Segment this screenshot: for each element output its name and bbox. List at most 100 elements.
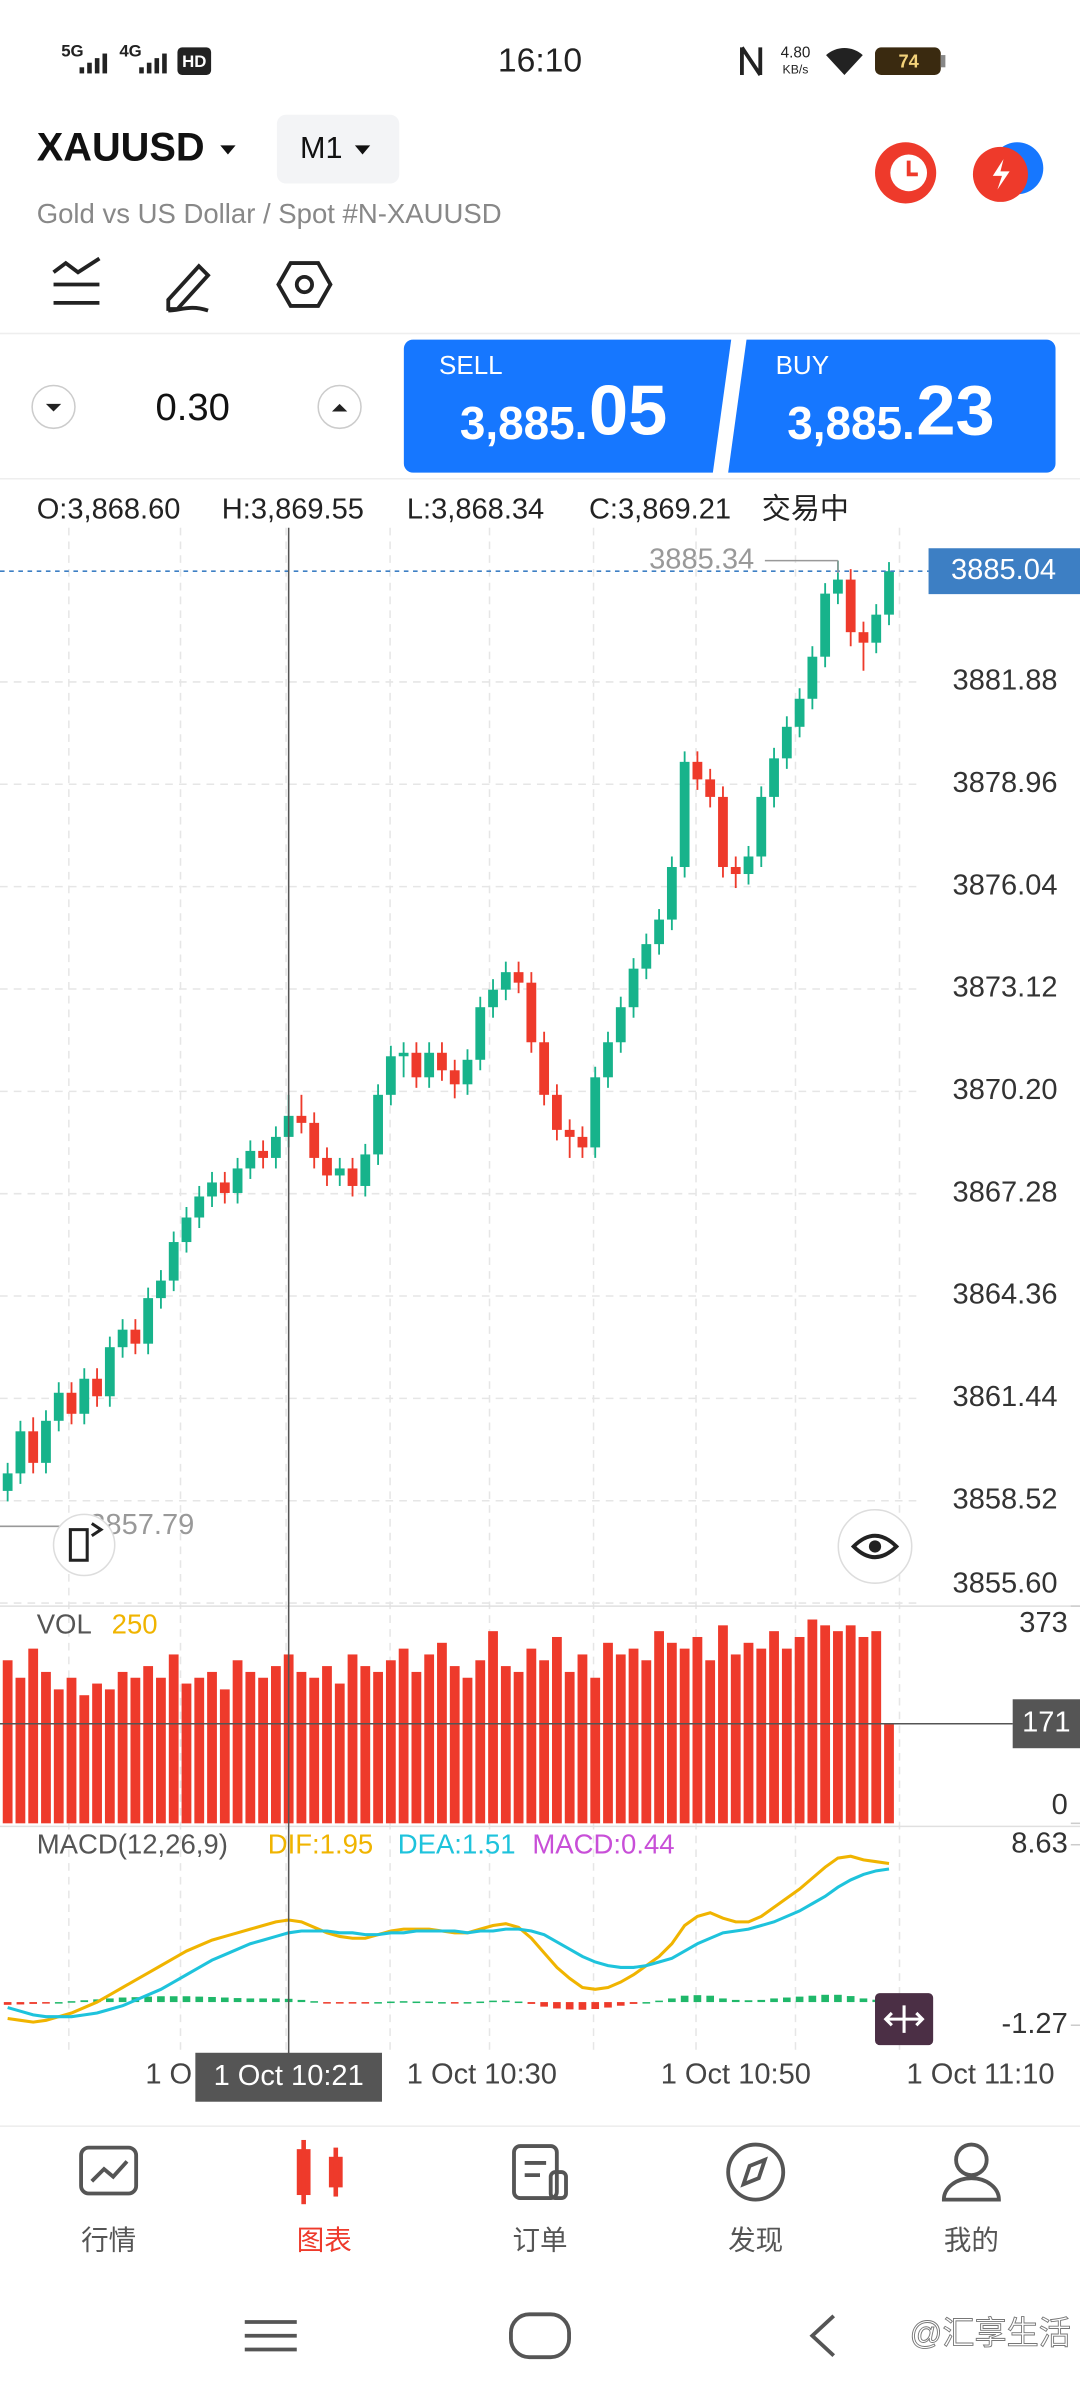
volume-tick-label: 0 xyxy=(1052,1789,1068,1821)
macd-histogram-bar xyxy=(655,2000,663,2003)
volume-bar xyxy=(181,1683,192,1824)
candle-body xyxy=(539,1042,550,1095)
symbol[interactable]: XAUUSD xyxy=(37,125,205,169)
candle-body xyxy=(526,982,537,1043)
macd-histogram-bar xyxy=(3,2002,12,2005)
volume-bar xyxy=(692,1636,703,1824)
volume-bar xyxy=(807,1619,818,1824)
macd-histogram-bar xyxy=(450,2002,459,2004)
volume-bar xyxy=(385,1660,396,1824)
macd-histogram-bar xyxy=(272,1998,280,2003)
nav-label[interactable]: 行情 xyxy=(81,2225,136,2256)
volume-bar xyxy=(628,1648,639,1824)
buy-price-big: 23 xyxy=(916,371,994,450)
candle-body xyxy=(628,968,639,1008)
volume-bar xyxy=(705,1660,716,1824)
settings-tool[interactable] xyxy=(276,261,333,308)
candle-body xyxy=(2,1473,13,1491)
volume-bar xyxy=(539,1660,550,1824)
volume-bar xyxy=(207,1671,217,1824)
nav-label[interactable]: 我的 xyxy=(944,2225,999,2256)
y-tick-label: 3864.36 xyxy=(953,1279,1058,1311)
candle-body xyxy=(564,1129,575,1137)
macd-histogram-bar xyxy=(795,1996,804,2003)
volume-bar xyxy=(322,1666,332,1824)
volume-bar xyxy=(219,1689,230,1824)
volume-bar xyxy=(92,1683,102,1824)
trade-volume[interactable]: 0.30 xyxy=(156,386,230,429)
rotate-button[interactable] xyxy=(52,1513,116,1577)
signal-button[interactable] xyxy=(972,142,1044,202)
candle-body xyxy=(347,1168,358,1186)
macd-histogram-bar xyxy=(489,2000,497,2003)
candle-body xyxy=(66,1392,77,1414)
volume-bar xyxy=(398,1648,409,1824)
nav-icon xyxy=(726,2142,786,2202)
volume-bar xyxy=(143,1666,154,1824)
macd-histogram-bar xyxy=(144,1996,152,2003)
nav-label[interactable]: 图表 xyxy=(297,2225,352,2256)
back-key[interactable] xyxy=(809,2314,836,2358)
volume-bar xyxy=(334,1683,345,1824)
menu-key[interactable] xyxy=(244,2320,297,2352)
x-tick-label: 1 Oct 10:30 xyxy=(407,2058,557,2090)
macd-histogram-bar xyxy=(297,1999,306,2003)
draw-tool[interactable] xyxy=(166,263,211,313)
ohlc-low: L:3,868.34 xyxy=(407,494,544,526)
candle-body xyxy=(117,1329,128,1348)
candle-body xyxy=(794,698,805,727)
chart: 3855.60 3858.52 3861.44 3864.36 3867.28 3870.… xyxy=(0,527,1080,2102)
volume-bar xyxy=(347,1654,358,1824)
nav-label[interactable]: 发现 xyxy=(728,2225,783,2256)
sell-button[interactable] xyxy=(403,339,732,473)
macd-histogram-bar xyxy=(157,1996,165,2003)
volume-bar xyxy=(462,1677,473,1824)
crosshair-time-badge xyxy=(195,2052,382,2102)
macd-histogram-bar xyxy=(29,2002,38,2004)
volume-bar xyxy=(730,1654,741,1824)
timeframe-button[interactable] xyxy=(276,114,400,184)
candle-body xyxy=(219,1182,230,1193)
candle-body xyxy=(871,614,882,643)
sell-price-big: 05 xyxy=(589,371,667,450)
home-key[interactable] xyxy=(509,2312,571,2360)
x-tick-label: 1 O xyxy=(145,2058,192,2090)
candle-body xyxy=(104,1347,115,1397)
candle-body xyxy=(437,1052,447,1071)
volume-bar xyxy=(526,1648,537,1824)
candle-body xyxy=(15,1431,26,1474)
buy-button[interactable] xyxy=(728,339,1056,473)
macd-histogram-bar xyxy=(182,1996,191,2003)
timeframe: M1 xyxy=(300,131,342,165)
battery-tip xyxy=(940,55,946,68)
x-tick-label: 1 Oct 10:50 xyxy=(661,2058,811,2090)
trade-button[interactable] xyxy=(875,142,937,204)
macd-histogram-bar xyxy=(233,1998,242,2003)
volume-bar xyxy=(66,1677,77,1824)
signal-icon xyxy=(79,53,108,74)
indicator-tool[interactable] xyxy=(52,256,101,305)
volume-bar xyxy=(552,1636,562,1824)
volume-current: 250 xyxy=(112,1608,158,1639)
nav-label[interactable]: 订单 xyxy=(512,2225,567,2256)
volume-bar xyxy=(296,1671,307,1824)
macd-histogram-bar xyxy=(195,1996,204,2003)
macd-histogram-bar xyxy=(501,2000,510,2003)
macd-histogram-bar xyxy=(846,1996,855,2003)
candle-body xyxy=(232,1168,243,1193)
volume-bar xyxy=(833,1631,843,1824)
volume-bar xyxy=(2,1660,13,1824)
macd-histogram-bar xyxy=(67,2001,76,2003)
hd-label: HD xyxy=(182,52,206,71)
nav-icon xyxy=(296,2139,343,2205)
macd-histogram-bar xyxy=(463,2002,472,2004)
candle-body xyxy=(309,1122,320,1158)
macd-histogram-bar xyxy=(578,2002,587,2010)
volume-bar xyxy=(488,1631,498,1824)
candle-body xyxy=(858,632,869,643)
sell-price: 3,885. xyxy=(460,397,588,449)
volume-bar xyxy=(449,1666,460,1824)
volume-bar xyxy=(769,1631,779,1824)
